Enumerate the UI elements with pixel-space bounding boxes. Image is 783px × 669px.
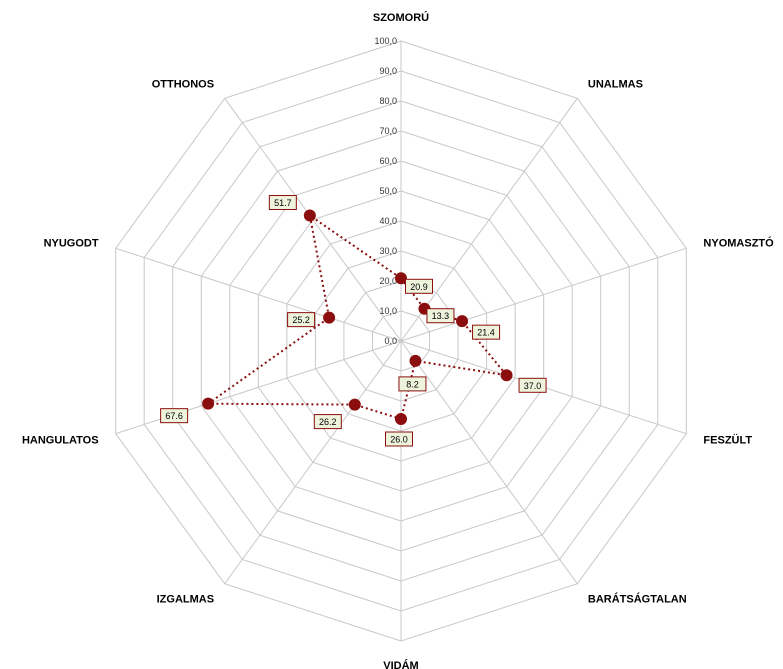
radial-tick-label: 70,0 [379,126,397,136]
radial-tick-label: 80,0 [379,96,397,106]
grid-layer [116,41,687,641]
axis-label: HANGULATOS [22,434,99,446]
data-label: 37.0 [519,378,546,392]
data-label: 67.6 [161,409,188,423]
axis-label: NYUGODT [44,238,99,250]
axis-label: UNALMAS [588,79,643,91]
radial-tick-label: 0,0 [384,336,397,346]
data-label-text: 13.3 [432,311,450,321]
data-label-text: 67.6 [165,411,183,421]
data-label: 21.4 [473,325,500,339]
data-point [323,312,335,324]
data-label-text: 20.9 [410,282,428,292]
data-label: 20.9 [406,279,433,293]
axis-label: SZOMORÚ [373,11,429,24]
data-label-text: 21.4 [477,328,495,338]
data-label: 26.0 [386,432,413,446]
radial-tick-labels: 0,0 10,0 20,0 30,0 40,0 50,0 60,0 70,0 80,0 90,0 1… [374,36,397,346]
radial-tick-label: 20,0 [379,276,397,286]
data-point [349,399,361,411]
data-label: 13.3 [427,309,454,323]
spoke-line [401,341,577,584]
data-label: 8.2 [399,377,426,391]
radial-tick-label: 100,0 [374,36,397,46]
axis-label: FESZÜLT [703,433,752,446]
data-point [501,369,513,381]
data-label-text: 25.2 [292,315,310,325]
data-point [395,413,407,425]
radial-tick-label: 50,0 [379,186,397,196]
data-label-text: 51.7 [274,198,292,208]
axis-label: VIDÁM [383,659,418,669]
data-label-text: 26.0 [390,435,408,445]
axis-label: OTTHONOS [152,79,214,91]
data-label-text: 37.0 [524,381,542,391]
data-label-text: 26.2 [319,417,337,427]
data-label-text: 8.2 [406,379,419,389]
data-label: 26.2 [314,415,341,429]
radial-tick-label: 40,0 [379,216,397,226]
radial-tick-label: 60,0 [379,156,397,166]
radial-tick-label: 10,0 [379,306,397,316]
data-point [304,210,316,222]
axis-label: NYOMASZTÓ [703,237,774,250]
data-label: 25.2 [288,313,315,327]
radial-tick-label: 90,0 [379,66,397,76]
axis-label: IZGALMAS [157,593,214,605]
data-point [456,315,468,327]
axis-label: BARÁTSÁGTALAN [588,592,687,605]
data-point [409,355,421,367]
data-point [202,398,214,410]
radial-tick-label: 30,0 [379,246,397,256]
spoke-line [225,341,401,584]
data-label: 51.7 [269,196,296,210]
